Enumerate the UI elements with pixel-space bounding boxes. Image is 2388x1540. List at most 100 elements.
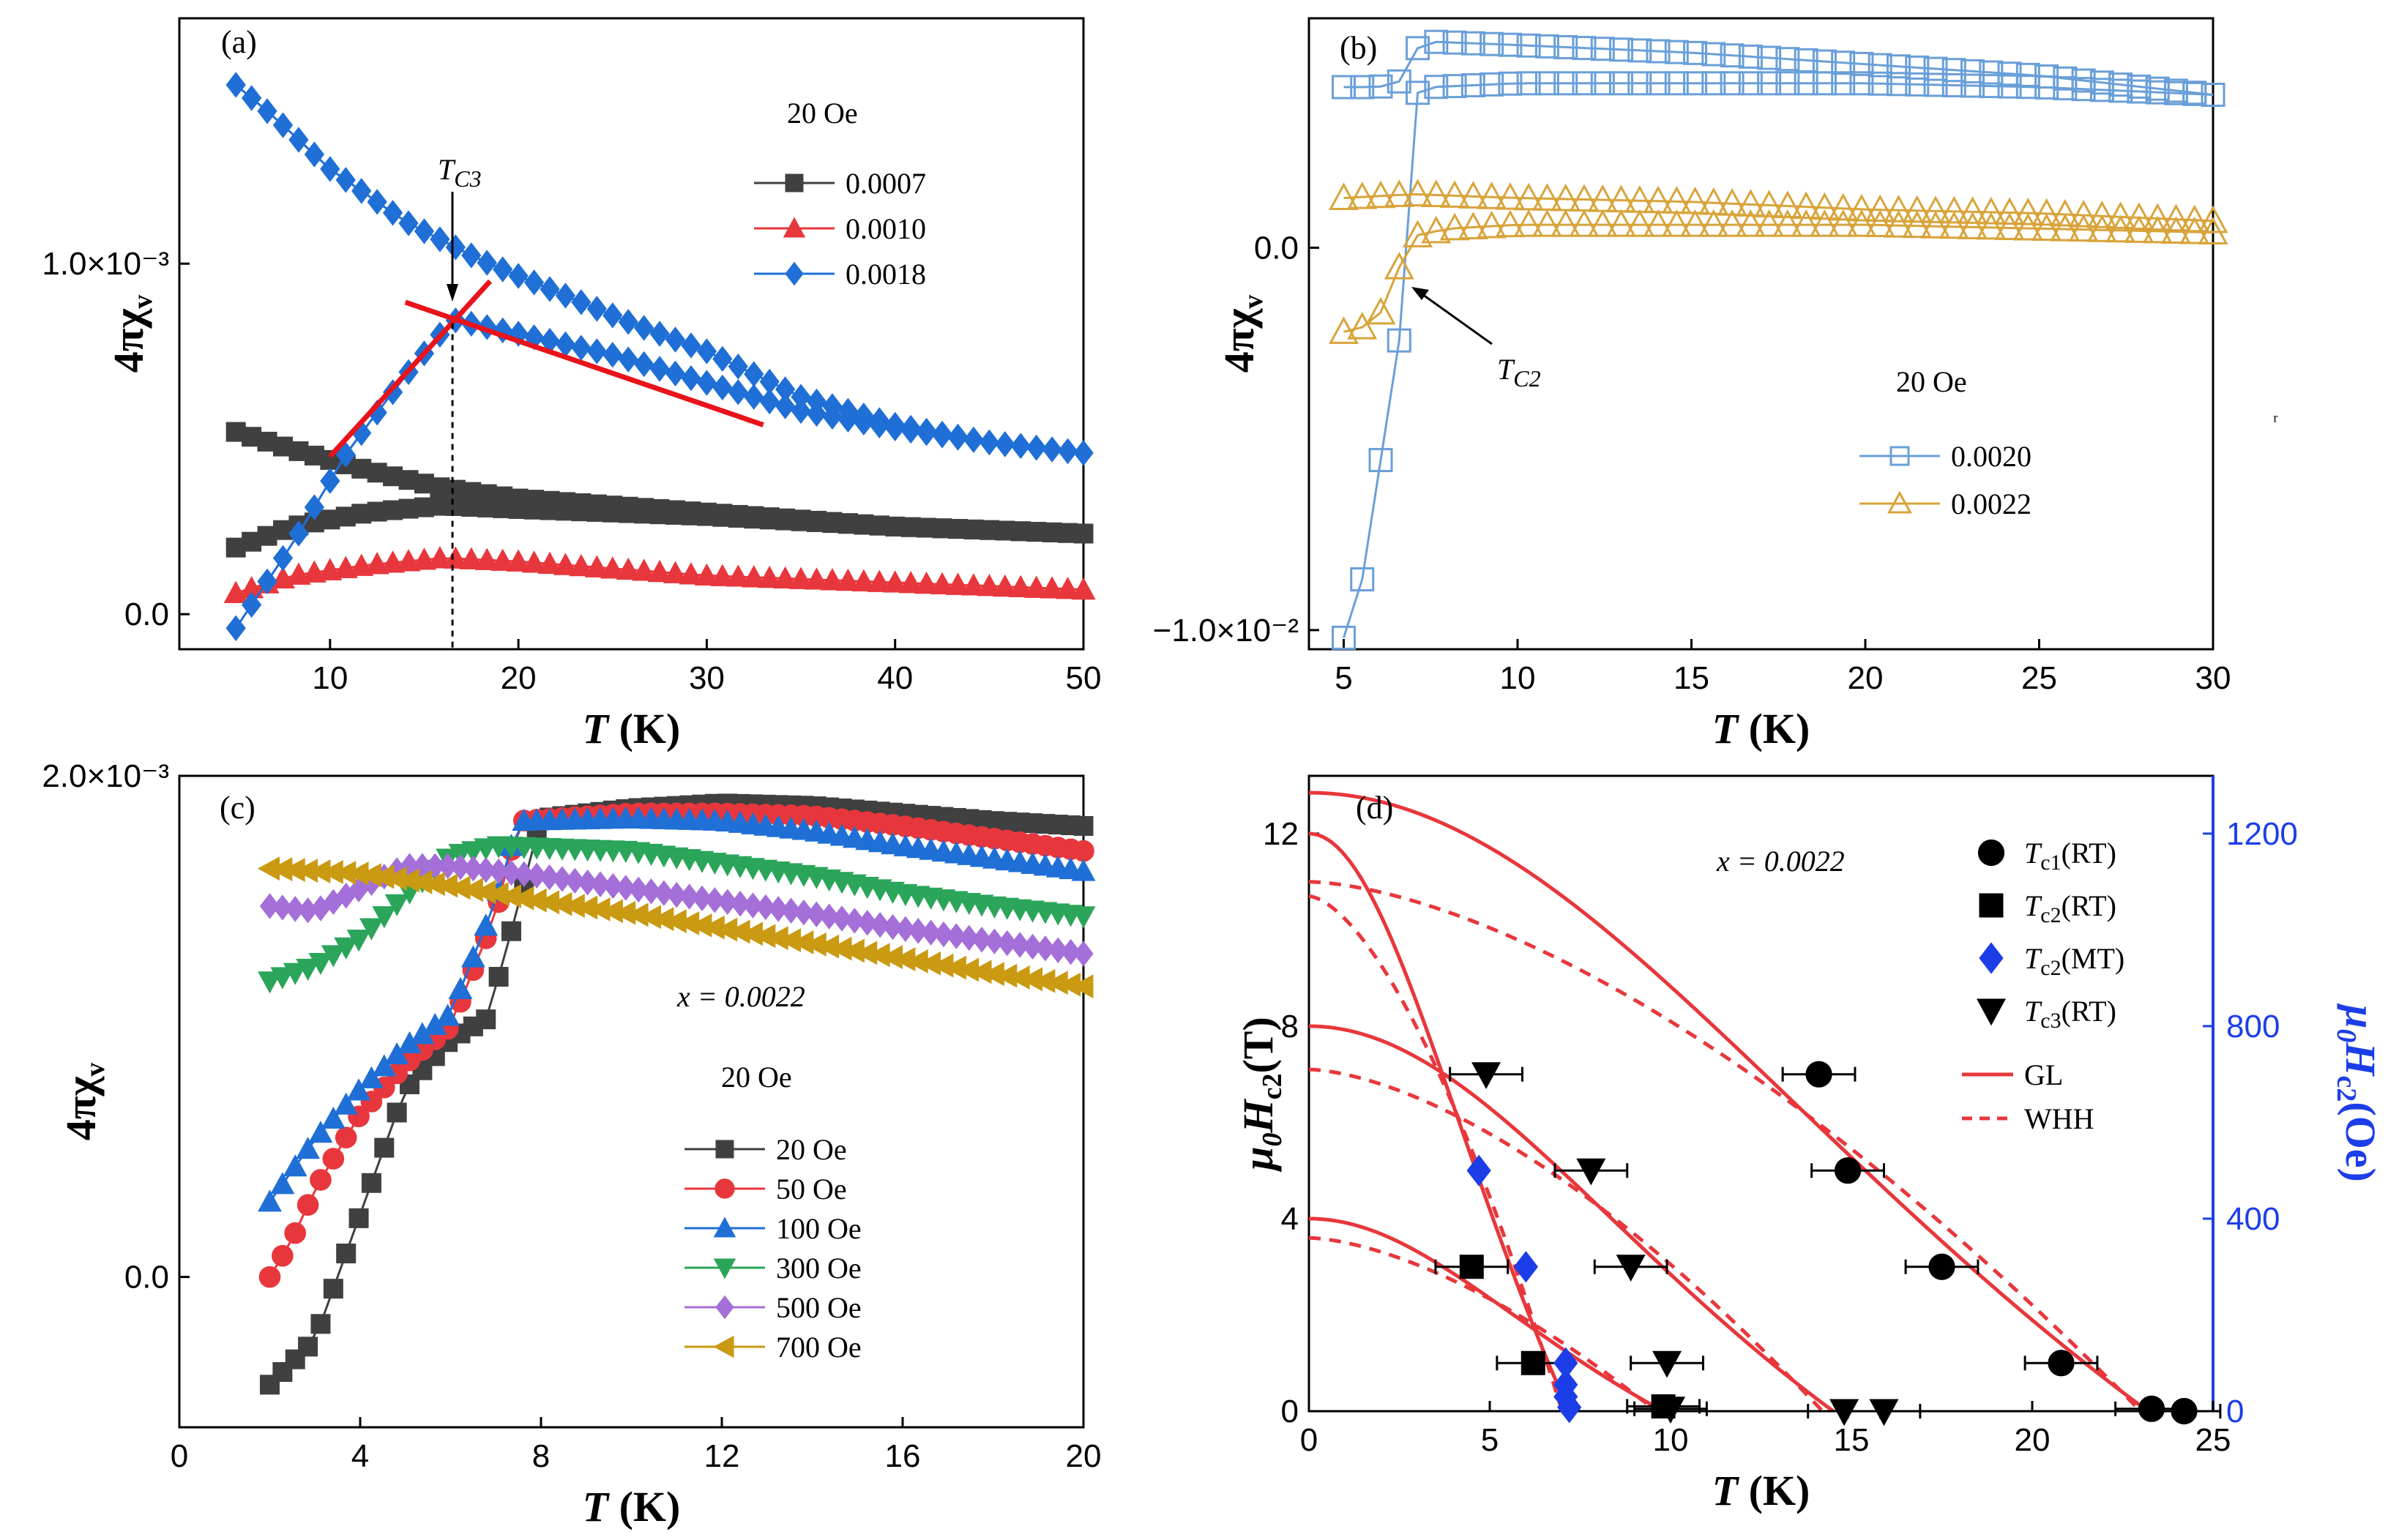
data-point	[634, 315, 654, 341]
data-point	[628, 876, 649, 903]
legend-marker-0	[785, 173, 804, 192]
data-point	[1994, 212, 2025, 240]
data-point	[1958, 196, 1988, 224]
data-point	[396, 549, 421, 572]
data-point	[694, 563, 719, 586]
data-point	[351, 178, 372, 204]
legend-marker-2	[1979, 942, 2004, 974]
data-point	[1960, 73, 1985, 98]
y-tick-label: 4	[1281, 1201, 1299, 1237]
data-point	[310, 1314, 331, 1334]
data-point	[488, 967, 509, 987]
legend-marker-0	[1977, 839, 2005, 867]
data-point	[1976, 212, 2007, 240]
data-point	[225, 72, 246, 98]
legend-label-1: Tc2(RT)	[2024, 889, 2116, 927]
data-point	[578, 870, 598, 896]
data-point	[696, 338, 717, 365]
data-point	[710, 564, 735, 586]
data-point	[618, 309, 638, 335]
legend-curve-label-1: WHH	[2024, 1102, 2094, 1135]
data-point	[717, 889, 738, 915]
legend-marker-1	[714, 1178, 735, 1199]
data-point	[2108, 72, 2133, 97]
data-point	[1347, 182, 1378, 209]
data-point	[791, 397, 811, 425]
data-point	[1979, 74, 2004, 99]
data-point	[348, 1208, 369, 1228]
series-line-1	[1343, 193, 2214, 223]
data-point	[1495, 209, 1526, 238]
data-point	[322, 1148, 345, 1170]
data-point	[946, 923, 966, 949]
data-point	[2201, 82, 2225, 107]
data-point	[381, 550, 406, 573]
data-point	[742, 892, 764, 919]
data-point	[1701, 42, 1726, 67]
data-point	[1646, 39, 1671, 64]
data-point	[742, 565, 766, 588]
y-right-tick-label: 800	[2226, 1009, 2280, 1044]
data-point	[1643, 209, 1674, 237]
data-point	[997, 930, 1018, 957]
data-point	[552, 866, 572, 892]
data-point	[428, 546, 452, 569]
x-tick-label: 4	[351, 1438, 369, 1474]
data-point	[1332, 75, 1356, 100]
data-point	[1480, 31, 1504, 56]
data-point	[857, 910, 878, 936]
data-point	[1026, 434, 1047, 461]
data-point	[384, 1042, 409, 1065]
data-point	[1424, 75, 1449, 100]
y-axis-right-label: μ0Hc2(Oe)	[2331, 1003, 2384, 1182]
data-point	[1350, 75, 1375, 100]
data-point	[365, 552, 389, 575]
data-point	[1735, 209, 1766, 237]
data-point	[649, 321, 670, 347]
data-point	[1738, 44, 1763, 69]
data-point	[2031, 198, 2062, 226]
data-point	[1905, 55, 1930, 80]
data-point	[1805, 1061, 1832, 1088]
data-point	[1572, 71, 1597, 96]
data-point	[526, 862, 547, 889]
panel-c-frame	[178, 774, 1085, 1429]
data-point	[1698, 187, 1729, 215]
data-point	[1384, 179, 1414, 207]
y-axis-label: 4πχv	[1215, 295, 1269, 373]
data-point	[963, 426, 984, 453]
data-point	[1347, 312, 1378, 340]
panel-c-field: 20 Oe	[721, 1061, 792, 1094]
data-point	[346, 1078, 371, 1101]
data-point	[947, 423, 969, 450]
data-point	[1849, 51, 1874, 76]
panel-d-note: x = 0.0022	[1716, 845, 1845, 878]
data-point	[704, 887, 725, 913]
fit-curve-2	[1308, 831, 1571, 1413]
data-point	[308, 952, 333, 976]
plot-layer: 10 20 30 40 500.01.0×10⁻³T (K)4πχv0.00070.00…	[42, 29, 2384, 1530]
x-tick-label: 30	[2195, 660, 2231, 696]
data-point	[1459, 1255, 1484, 1279]
data-point	[665, 360, 686, 386]
data-point	[1886, 72, 1911, 97]
data-point	[1831, 71, 1856, 96]
data-point	[1868, 53, 1892, 78]
data-point	[1466, 1154, 1491, 1186]
data-point	[1056, 577, 1081, 599]
data-point	[600, 556, 625, 579]
fit-curve-3	[1308, 894, 1564, 1412]
data-point	[1976, 196, 2007, 225]
data-point	[744, 361, 764, 387]
data-point	[476, 856, 496, 883]
data-point	[283, 1154, 307, 1177]
data-point	[2012, 197, 2043, 225]
data-point	[1941, 58, 1966, 83]
data-point	[1387, 69, 1411, 94]
data-point	[681, 365, 701, 392]
x-axis-label: T (K)	[583, 705, 681, 752]
data-point	[1883, 209, 1914, 238]
y-right-tick-label: 1200	[2226, 816, 2298, 852]
y-right-tick-label: 0	[2226, 1394, 2244, 1429]
data-point	[571, 334, 592, 361]
